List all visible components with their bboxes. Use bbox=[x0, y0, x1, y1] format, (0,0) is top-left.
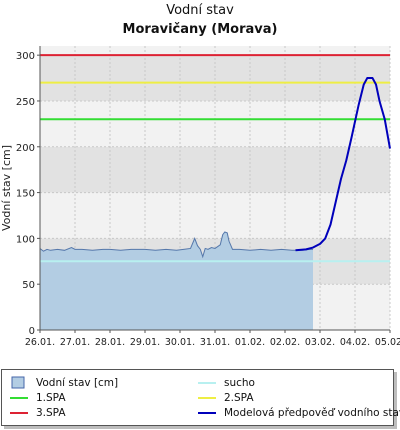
y-tick-label: 150 bbox=[16, 189, 35, 200]
x-tick-label: 31.01. bbox=[200, 337, 230, 348]
y-axis-label: Vodní stav [cm] bbox=[0, 145, 13, 231]
legend-swatch-forecast bbox=[198, 406, 216, 420]
x-tick-label: 27.01. bbox=[60, 337, 90, 348]
legend-swatch-1spa bbox=[10, 391, 28, 405]
y-tick-label: 200 bbox=[16, 143, 35, 154]
y-tick-label: 300 bbox=[16, 51, 35, 62]
band-3 bbox=[40, 146, 390, 193]
legend-swatch-water-level bbox=[10, 376, 28, 390]
legend-label-1spa: 1.SPA bbox=[36, 392, 66, 404]
legend-box-mark bbox=[11, 376, 25, 389]
legend-swatch-graphic bbox=[10, 412, 28, 414]
y-tick-label: 50 bbox=[22, 280, 35, 291]
x-tick-label: 29.01. bbox=[130, 337, 160, 348]
y-tick-label: 250 bbox=[16, 97, 35, 108]
x-tick-label: 28.01. bbox=[95, 337, 125, 348]
legend-swatch-3spa bbox=[10, 406, 28, 420]
y-tick-label: 0 bbox=[29, 326, 35, 337]
water-level-area bbox=[40, 231, 313, 330]
x-tick-label: 03.02. bbox=[305, 337, 335, 348]
y-tick-label: 100 bbox=[16, 234, 35, 245]
legend-swatch-graphic bbox=[11, 376, 25, 389]
legend-label-forecast: Modelová předpověď vodního stavu bbox=[224, 407, 400, 419]
chart-legend: Vodní stav [cm] sucho 1.SPA 2.SPA 3.SPA … bbox=[1, 369, 400, 426]
x-tick-label: 05.02. bbox=[375, 337, 400, 348]
legend-label-2spa: 2.SPA bbox=[224, 392, 254, 404]
x-tick-label: 01.02. bbox=[235, 337, 265, 348]
legend-swatch-graphic bbox=[10, 397, 28, 399]
water-level-line bbox=[39, 231, 313, 259]
x-tick-label: 26.01. bbox=[25, 337, 55, 348]
legend-swatch-2spa bbox=[198, 391, 216, 405]
legend-label-sucho: sucho bbox=[224, 377, 255, 389]
legend-label-3spa: 3.SPA bbox=[36, 407, 66, 419]
legend-swatch-graphic bbox=[198, 412, 216, 414]
legend-swatch-sucho bbox=[198, 376, 216, 390]
chart-subtitle: Moravičany (Morava) bbox=[122, 22, 278, 37]
forecast-line bbox=[295, 77, 391, 252]
x-tick-label: 30.01. bbox=[165, 337, 195, 348]
legend-label-water-level: Vodní stav [cm] bbox=[36, 377, 119, 389]
x-tick-label: 02.02. bbox=[270, 337, 300, 348]
legend-swatch-graphic bbox=[198, 382, 216, 384]
legend-swatch-graphic bbox=[198, 397, 216, 399]
x-tick-label: 04.02. bbox=[340, 337, 370, 348]
chart-title: Vodní stav bbox=[166, 3, 234, 18]
